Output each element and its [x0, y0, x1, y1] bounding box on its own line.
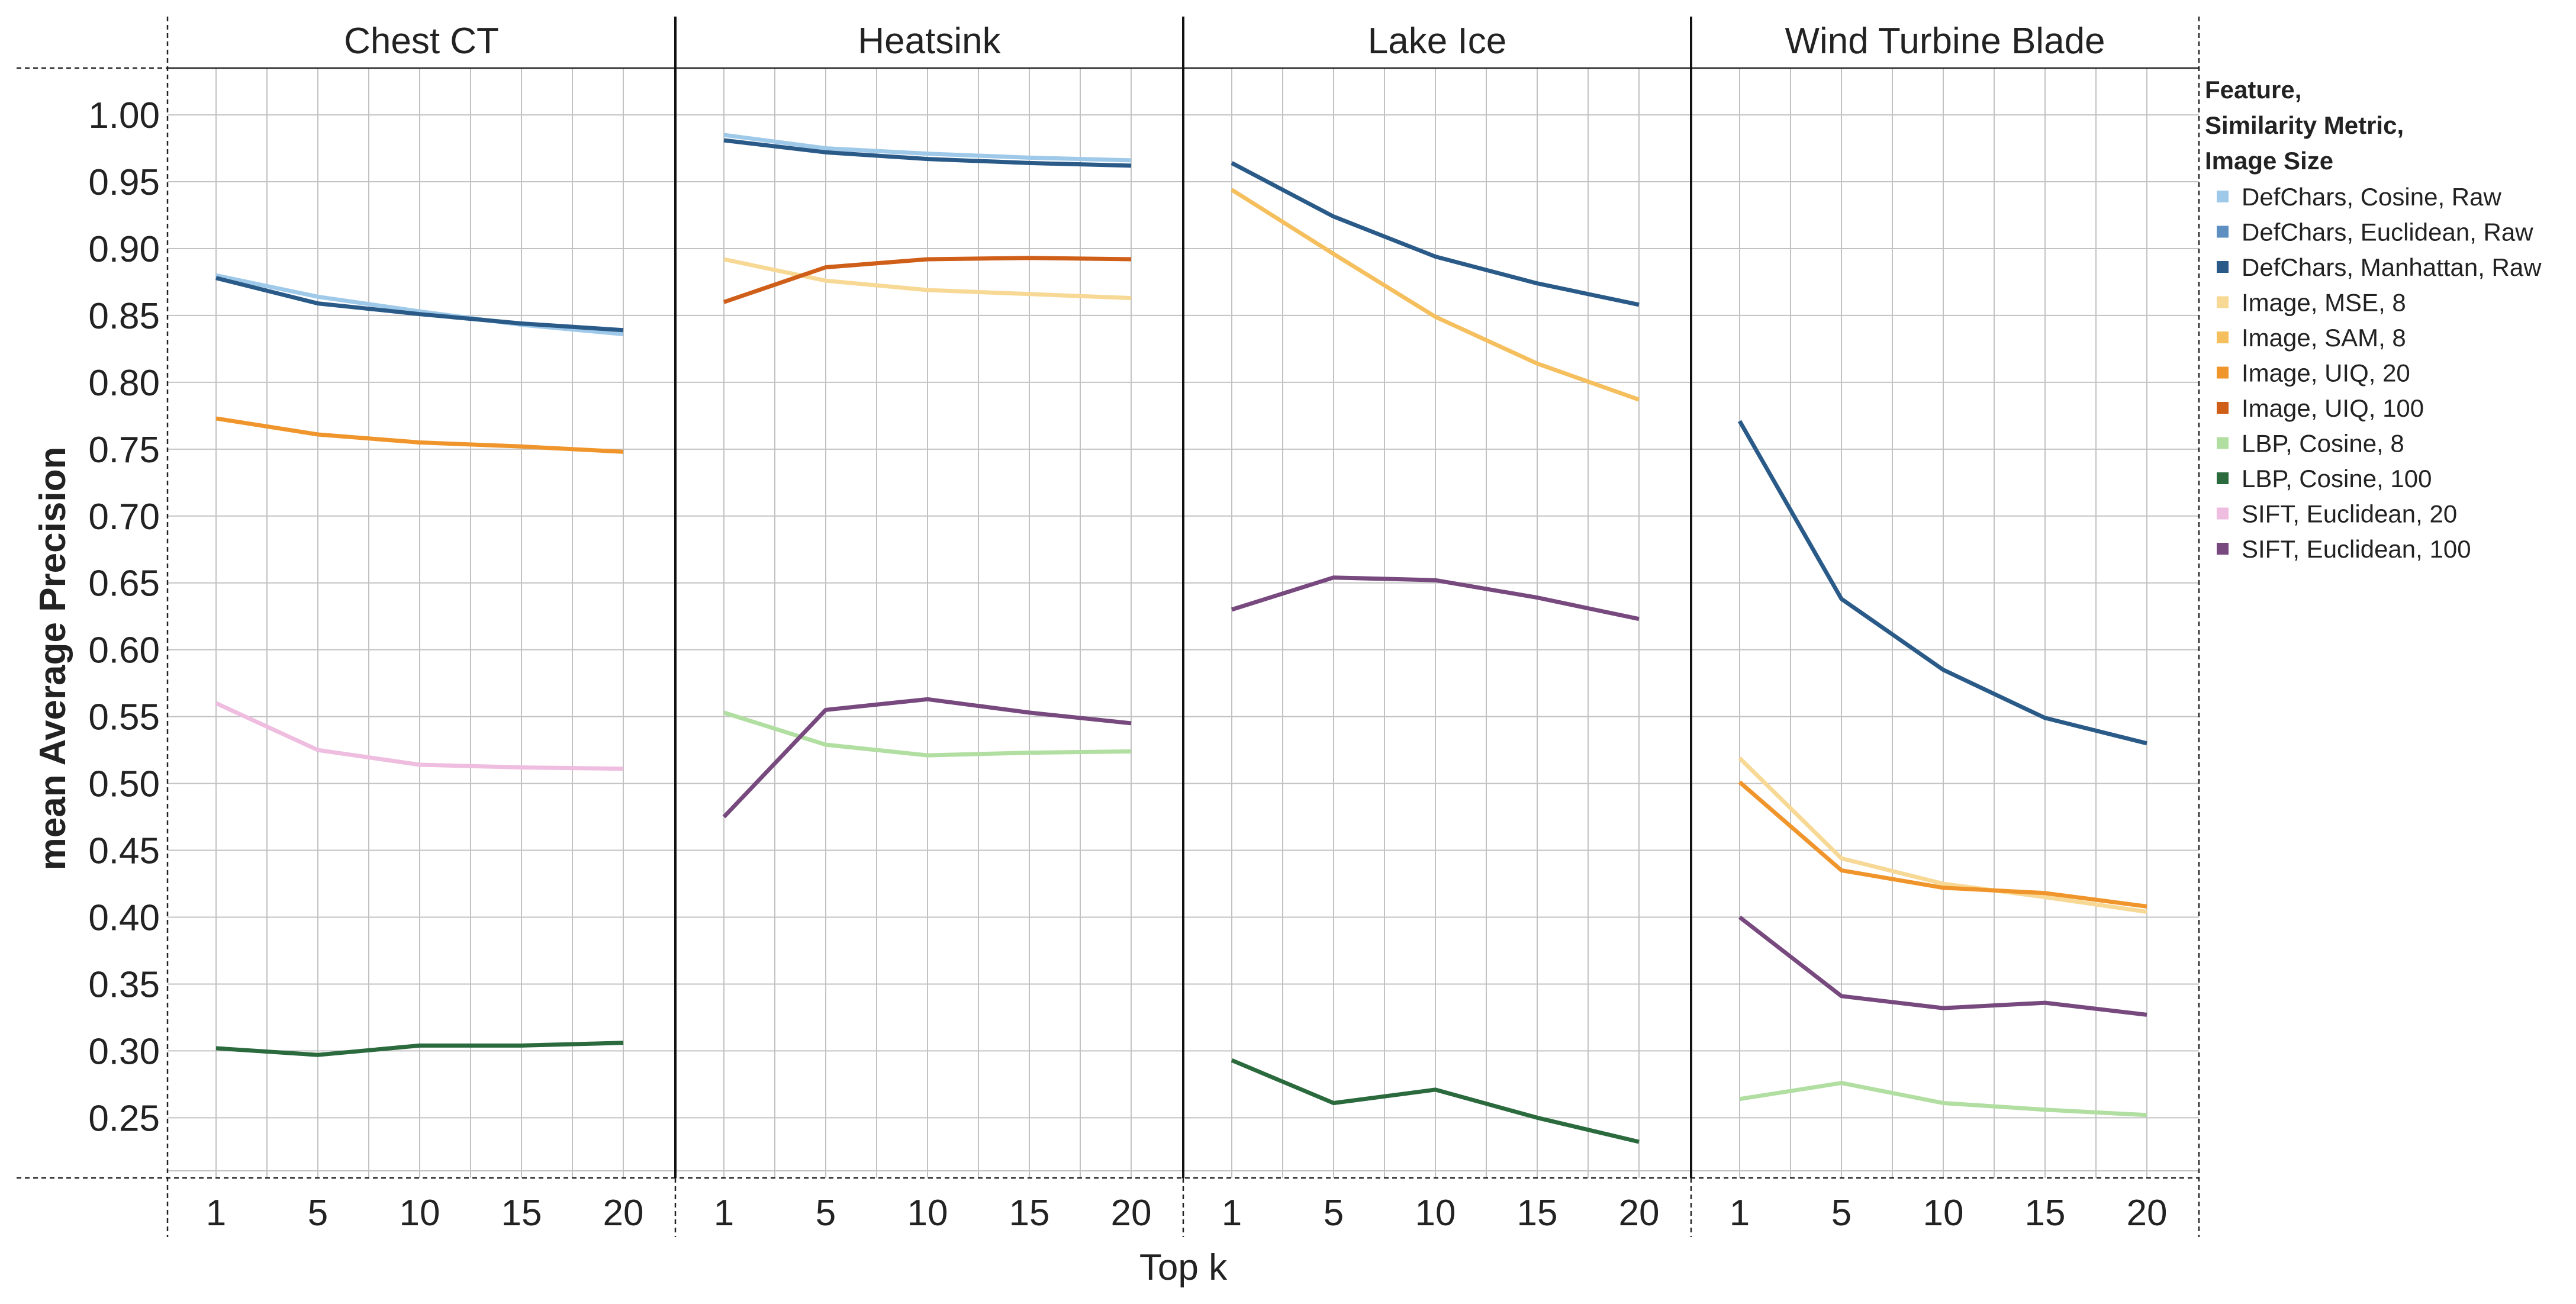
y-tick-label: 0.30: [88, 1031, 160, 1072]
y-tick-label: 0.35: [88, 964, 160, 1005]
x-tick-label: 10: [400, 1193, 440, 1234]
y-tick-label: 1.00: [88, 95, 160, 136]
x-tick-label: 15: [1517, 1193, 1558, 1234]
x-tick-label: 20: [603, 1193, 644, 1234]
series-line-lbp-cosine-8-heatsink: [723, 710, 1132, 758]
series-line-defchars-cosine-raw-heatsink: [723, 133, 1132, 163]
x-tick-label: 10: [1923, 1193, 1964, 1234]
legend-label-image-sam-8: Image, SAM, 8: [2242, 324, 2406, 352]
y-axis-title: mean Average Precision: [33, 447, 73, 871]
y-tick-label: 0.50: [88, 764, 160, 805]
legend-label-image-uiq-20: Image, UIQ, 20: [2242, 359, 2410, 387]
x-tick-label: 5: [1831, 1193, 1852, 1234]
legend-swatch-lbp-cosine-100: [2217, 472, 2229, 484]
y-tick-label: 0.45: [88, 831, 160, 872]
legend-swatch-sift-euclidean-20: [2217, 507, 2229, 520]
legend-title-line: Similarity Metric,: [2205, 111, 2404, 139]
y-tick-label: 0.25: [88, 1098, 160, 1139]
series-line-defchars-manhattan-raw-chest-ct: [215, 276, 624, 333]
series-line-image-mse-8-wind-turbine-blade: [1738, 756, 2147, 914]
y-tick-label: 0.70: [88, 497, 160, 537]
x-tick-label: 20: [2127, 1193, 2168, 1234]
legend-swatch-image-mse-8: [2217, 296, 2229, 308]
y-tick-label: 0.80: [88, 363, 160, 404]
legend: Feature, Similarity Metric, Image Size DefC…: [2205, 76, 2542, 563]
y-tick-label: 0.90: [88, 229, 160, 270]
legend-label-sift-euclidean-20: SIFT, Euclidean, 20: [2242, 500, 2457, 528]
x-axis-title: Top k: [1139, 1247, 1228, 1288]
series-line-sift-euclidean-20-chest-ct: [215, 701, 624, 771]
series-line-lbp-cosine-8-wind-turbine-blade: [1739, 1081, 2147, 1118]
series-line-lbp-cosine-100-chest-ct: [215, 1041, 624, 1057]
legend-label-lbp-cosine-8: LBP, Cosine, 8: [2242, 430, 2404, 458]
legend-swatch-lbp-cosine-8: [2217, 437, 2229, 449]
x-tick-label: 15: [2025, 1193, 2066, 1234]
x-tick-label: 20: [1619, 1193, 1660, 1234]
legend-swatch-image-uiq-20: [2217, 366, 2229, 379]
legend-swatch-sift-euclidean-100: [2217, 543, 2229, 555]
panel-frame: [17, 17, 2200, 1237]
x-tick-label: 5: [1324, 1193, 1344, 1234]
legend-label-lbp-cosine-100: LBP, Cosine, 100: [2242, 465, 2432, 492]
x-tick-label: 5: [816, 1193, 836, 1234]
x-tick-label: 1: [1730, 1193, 1750, 1234]
facet-title-heatsink: Heatsink: [858, 21, 1001, 62]
series-line-sift-euclidean-100-wind-turbine-blade: [1738, 915, 2147, 1017]
legend-title-line: Feature,: [2205, 76, 2301, 104]
legend-label-defchars-euclidean-raw: DefChars, Euclidean, Raw: [2242, 218, 2533, 246]
y-tick-label: 0.85: [88, 296, 160, 337]
series-line-sift-euclidean-100-heatsink: [722, 697, 1132, 819]
legend-label-defchars-manhattan-raw: DefChars, Manhattan, Raw: [2242, 253, 2542, 281]
legend-label-image-uiq-100: Image, UIQ, 100: [2242, 394, 2424, 422]
series-line-lbp-cosine-100-lake-ice: [1231, 1058, 1640, 1144]
legend-label-defchars-cosine-raw: DefChars, Cosine, Raw: [2242, 183, 2501, 211]
x-tick-label: 15: [1009, 1193, 1050, 1234]
y-tick-label: 0.60: [88, 630, 160, 671]
series-line-image-uiq-20-wind-turbine-blade: [1738, 780, 2147, 909]
x-tick-label: 15: [501, 1193, 542, 1234]
legend-swatch-defchars-cosine-raw: [2217, 191, 2229, 202]
series-line-image-uiq-100-heatsink: [723, 256, 1132, 304]
facet-title-chest-ct: Chest CT: [344, 21, 499, 62]
series-line-defchars-manhattan-raw-wind-turbine-blade: [1737, 420, 2147, 746]
legend-swatch-defchars-euclidean-raw: [2217, 226, 2229, 238]
x-tick-label: 10: [907, 1193, 948, 1234]
legend-swatch-image-sam-8: [2217, 331, 2229, 343]
y-tick-label: 0.55: [88, 697, 160, 738]
facet-title-lake-ice: Lake Ice: [1368, 21, 1506, 62]
y-tick-label: 0.75: [88, 430, 160, 471]
y-tick-label: 0.65: [88, 564, 160, 604]
legend-label-image-mse-8: Image, MSE, 8: [2242, 289, 2406, 317]
series-line-defchars-manhattan-raw-lake-ice: [1231, 161, 1640, 307]
series-line-defchars-cosine-raw-chest-ct: [215, 273, 624, 336]
x-tick-label: 1: [1222, 1193, 1242, 1234]
y-tick-label: 0.95: [88, 162, 160, 203]
legend-title-line: Image Size: [2205, 147, 2333, 175]
x-tick-label: 1: [206, 1193, 226, 1234]
series-line-sift-euclidean-100-lake-ice: [1231, 575, 1640, 622]
axis-and-facet-labels: Chest CT Heatsink Lake Ice Wind Turbine Bla…: [33, 21, 2167, 1288]
x-tick-label: 1: [714, 1193, 734, 1234]
series-line-image-sam-8-lake-ice: [1231, 188, 1640, 402]
facet-title-wind-turbine-blade: Wind Turbine Blade: [1785, 21, 2105, 62]
series-lines: [215, 133, 2147, 1144]
legend-swatch-defchars-manhattan-raw: [2217, 261, 2229, 273]
x-tick-label: 20: [1111, 1193, 1152, 1234]
x-tick-label: 5: [308, 1193, 328, 1234]
legend-swatch-image-uiq-100: [2217, 402, 2229, 414]
x-tick-label: 10: [1415, 1193, 1456, 1234]
series-line-defchars-manhattan-raw-heatsink: [723, 138, 1132, 168]
series-line-image-uiq-20-chest-ct: [215, 416, 624, 454]
series-line-image-mse-8-heatsink: [723, 257, 1132, 301]
legend-label-sift-euclidean-100: SIFT, Euclidean, 100: [2242, 535, 2471, 563]
y-tick-label: 0.40: [88, 897, 160, 938]
